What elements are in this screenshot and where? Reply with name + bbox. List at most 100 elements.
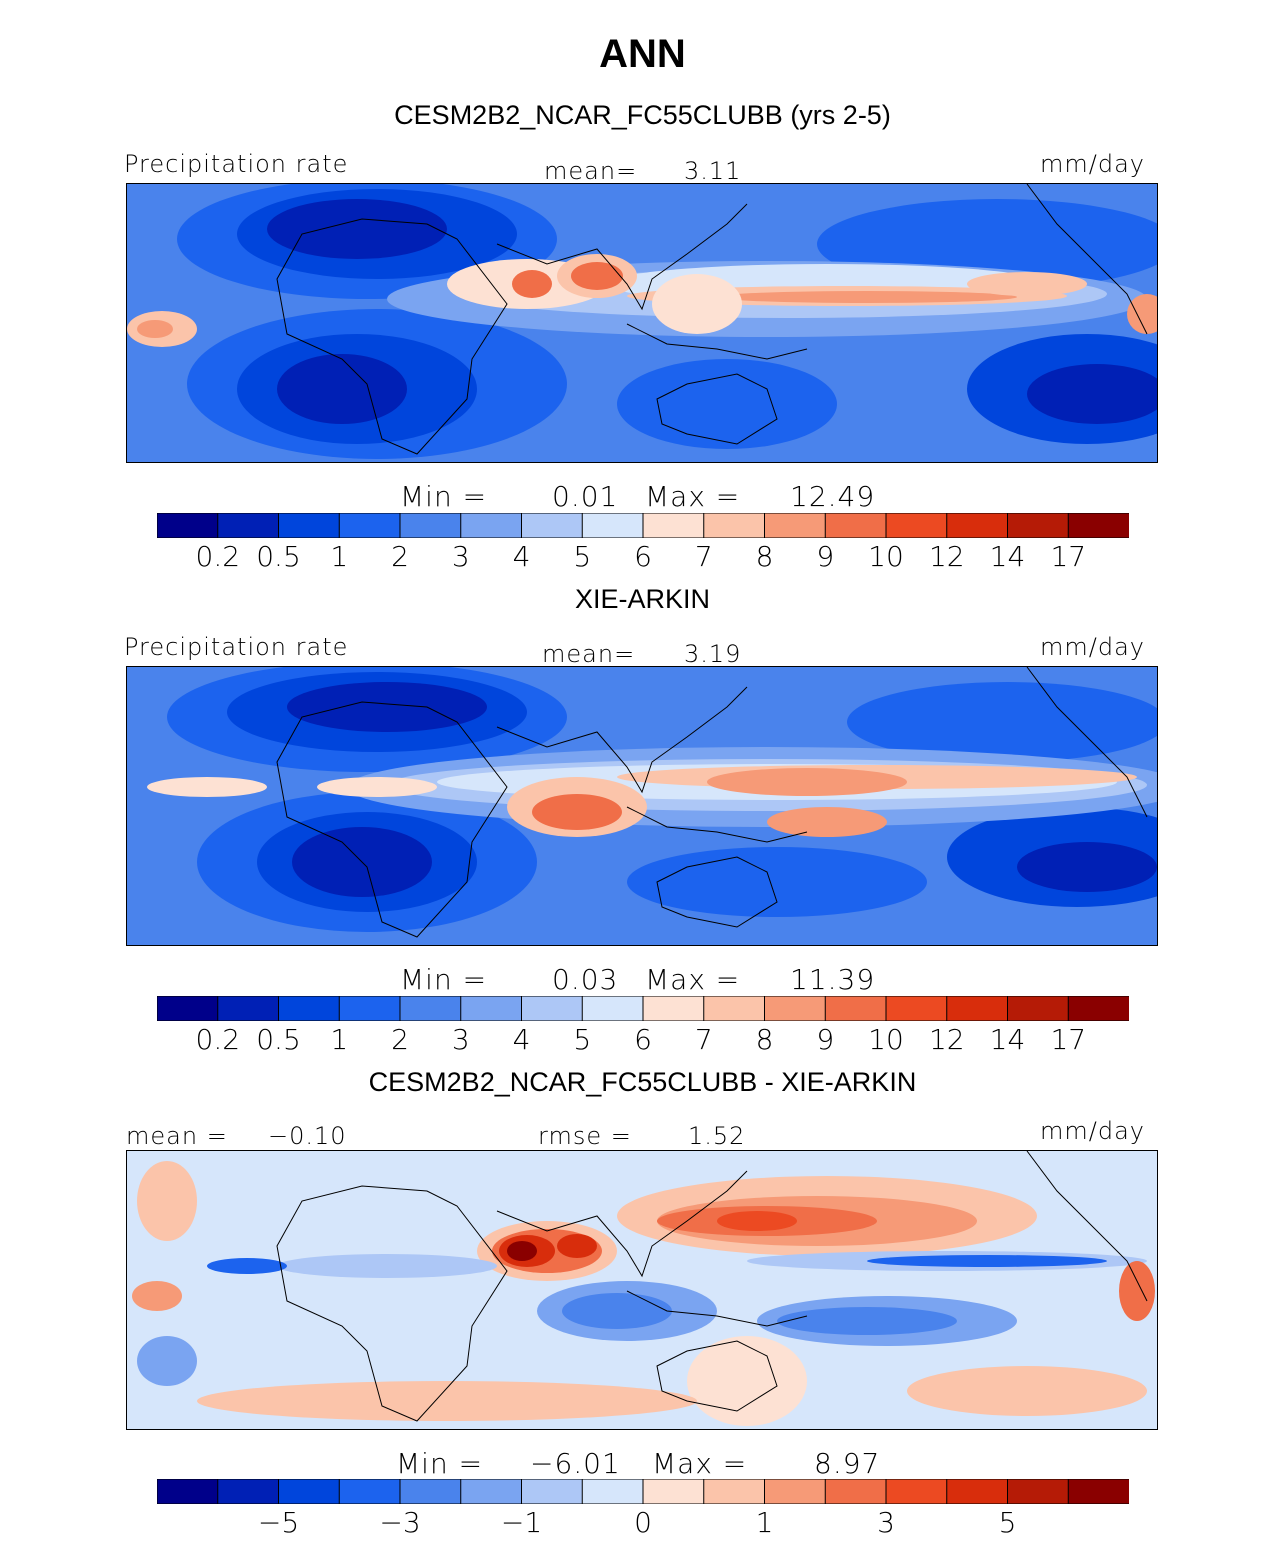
colorbar-swatch <box>824 1479 887 1504</box>
colorbar-swatch <box>581 513 644 538</box>
panel-3-mean-value: −0.10 <box>268 1122 347 1150</box>
panel-1-colorbar-ticks: 0.2 0.5 1 2 3 4 5 6 7 8 9 10 12 14 17 <box>0 540 1285 580</box>
colorbar-tick-label: 6 <box>634 1023 652 1056</box>
panel-2-colorbar-ticks: 0.2 0.5 1 2 3 4 5 6 7 8 9 10 12 14 17 <box>0 1023 1285 1063</box>
panel-1-title: CESM2B2_NCAR_FC55CLUBB (yrs 2-5) <box>394 100 891 130</box>
colorbar-swatch <box>824 513 887 538</box>
colorbar-swatch <box>581 996 644 1021</box>
colorbar-tick-label: 5 <box>573 1023 592 1056</box>
colorbar-tick-label: 3 <box>451 1023 470 1056</box>
colorbar-swatch <box>1067 996 1129 1021</box>
colorbar-swatch <box>946 513 1009 538</box>
colorbar-swatch <box>581 1479 644 1504</box>
panel-2-max-label: Max = <box>645 963 741 996</box>
colorbar-swatch <box>338 996 401 1021</box>
colorbar-tick-label: 10 <box>868 540 904 573</box>
panel-2-max-value: 11.39 <box>790 963 876 996</box>
colorbar-tick-label: 6 <box>634 540 652 573</box>
colorbar-tick-label: 10 <box>868 1023 904 1056</box>
colorbar-swatch <box>1007 1479 1070 1504</box>
colorbar-swatch <box>521 1479 584 1504</box>
panel-1-min-value: 0.01 <box>552 480 619 513</box>
panel-2-units: mm/day <box>1040 633 1145 661</box>
colorbar-swatch <box>1007 996 1070 1021</box>
colorbar-swatch <box>278 996 341 1021</box>
figure-title: ANN <box>599 32 686 76</box>
colorbar-swatch <box>946 1479 1009 1504</box>
panel-3-max-value: 8.97 <box>814 1447 881 1480</box>
colorbar-tick-label: 12 <box>928 1023 965 1056</box>
colorbar-swatch <box>217 1479 280 1504</box>
colorbar-swatch <box>399 996 462 1021</box>
colorbar-swatch <box>521 513 584 538</box>
colorbar-tick-label: 5 <box>573 540 592 573</box>
colorbar-swatch <box>946 996 1009 1021</box>
colorbar-tick-label: 1 <box>755 1506 774 1539</box>
panel-2-min-value: 0.03 <box>552 963 619 996</box>
panel-3-mean-label: mean = <box>126 1122 228 1150</box>
panel-2-map <box>126 666 1158 946</box>
panel-2-variable: Precipitation rate <box>124 633 349 661</box>
colorbar-swatch <box>1067 1479 1129 1504</box>
colorbar-swatch <box>278 513 341 538</box>
colorbar-tick-label: 17 <box>1050 540 1087 573</box>
colorbar-swatch <box>642 1479 705 1504</box>
panel-2-mean-label: mean= <box>542 640 636 668</box>
panel-1-map <box>126 183 1158 463</box>
colorbar-swatch <box>885 513 948 538</box>
colorbar-swatch <box>885 1479 948 1504</box>
panel-2-mean-value: 3.19 <box>684 640 742 668</box>
colorbar-tick-label: 2 <box>391 540 409 573</box>
colorbar-tick-label: 5 <box>998 1506 1017 1539</box>
colorbar-swatch <box>157 1479 219 1504</box>
colorbar-swatch <box>157 513 219 538</box>
colorbar-tick-label: −5 <box>257 1506 300 1539</box>
colorbar-swatch <box>217 996 280 1021</box>
colorbar-swatch <box>157 996 219 1021</box>
panel-1-mean-label: mean= <box>544 157 638 185</box>
panel-3-rmse-value: 1.52 <box>688 1122 746 1150</box>
colorbar-tick-label: 8 <box>755 540 774 573</box>
colorbar-tick-label: 0 <box>634 1506 652 1539</box>
colorbar-swatch <box>217 513 280 538</box>
colorbar-swatch <box>338 513 401 538</box>
panel-3-map <box>126 1150 1158 1430</box>
panel-1-max-value: 12.49 <box>790 480 876 513</box>
colorbar-swatch <box>1007 513 1070 538</box>
colorbar-swatch <box>642 996 705 1021</box>
colorbar-tick-label: 1 <box>330 1023 349 1056</box>
colorbar-swatch <box>460 513 523 538</box>
colorbar-swatch <box>460 1479 523 1504</box>
colorbar-tick-label: 0.5 <box>256 540 301 573</box>
colorbar-tick-label: 0.2 <box>195 1023 241 1056</box>
panel-3-title: CESM2B2_NCAR_FC55CLUBB - XIE-ARKIN <box>368 1067 917 1097</box>
colorbar-tick-label: 9 <box>816 1023 835 1056</box>
colorbar-swatch <box>703 513 766 538</box>
panel-3-min-label: Min = <box>396 1447 484 1480</box>
panel-3-units: mm/day <box>1040 1117 1145 1145</box>
colorbar-swatch <box>764 1479 827 1504</box>
colorbar-swatch <box>399 1479 462 1504</box>
colorbar-tick-label: 7 <box>694 1023 713 1056</box>
panel-3-min-value: −6.01 <box>530 1447 621 1480</box>
colorbar-swatch <box>1067 513 1129 538</box>
colorbar-swatch <box>703 1479 766 1504</box>
panel-1-units: mm/day <box>1040 150 1145 178</box>
colorbar-tick-label: 2 <box>391 1023 409 1056</box>
panel-3-rmse-label: rmse = <box>538 1122 632 1150</box>
panel-2-colorbar <box>157 996 1129 1021</box>
panel-1-colorbar <box>157 513 1129 538</box>
colorbar-tick-label: 3 <box>451 540 470 573</box>
colorbar-tick-label: 9 <box>816 540 835 573</box>
panel-1-max-label: Max = <box>645 480 741 513</box>
panel-1-mean-value: 3.11 <box>684 157 742 185</box>
colorbar-swatch <box>521 996 584 1021</box>
colorbar-tick-label: 0.5 <box>256 1023 301 1056</box>
colorbar-tick-label: 14 <box>989 540 1026 573</box>
colorbar-tick-label: 3 <box>877 1506 895 1539</box>
colorbar-swatch <box>703 996 766 1021</box>
colorbar-swatch <box>764 996 827 1021</box>
colorbar-swatch <box>399 513 462 538</box>
panel-3-colorbar-ticks: −5 −3 −1 0 1 3 5 <box>0 1506 1285 1546</box>
colorbar-tick-label: 8 <box>755 1023 774 1056</box>
